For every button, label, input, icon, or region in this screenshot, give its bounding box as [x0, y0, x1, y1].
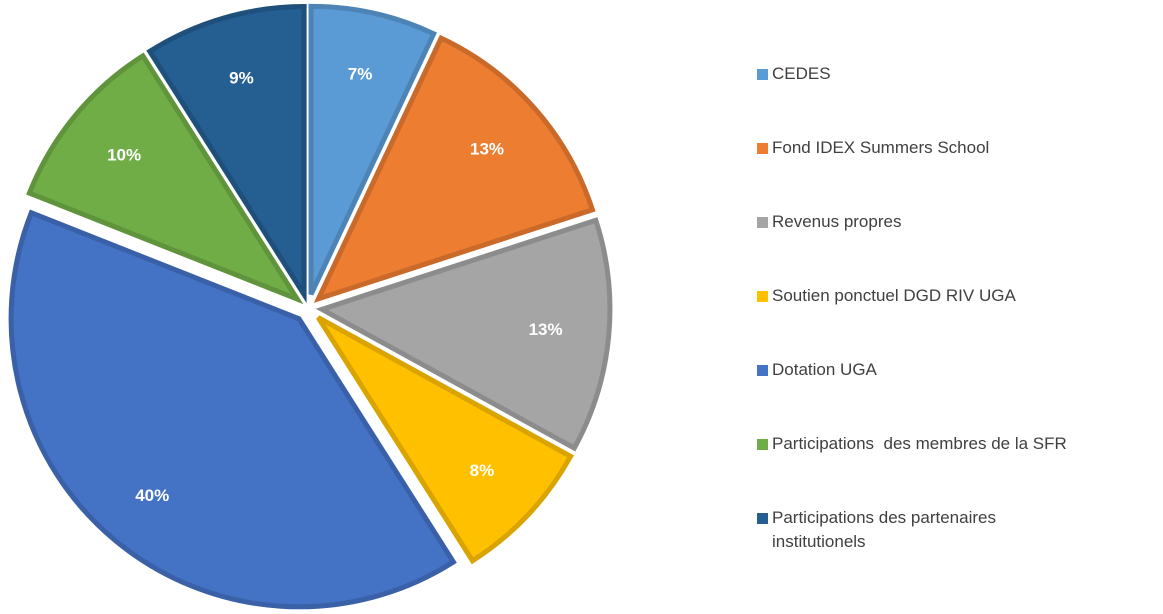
chart: 7% 13% 13% 8% 40% 10% 9%	[8, 3, 613, 610]
legend-item: Participations des membres de la SFR	[757, 432, 1087, 506]
pie-slice	[26, 52, 304, 305]
legend-item: Participations des partenaires instituti…	[757, 506, 1087, 580]
data-label: 8%	[470, 461, 495, 480]
legend-item: Dotation UGA	[757, 358, 1087, 432]
pie-slice	[308, 3, 438, 296]
data-label: 10%	[107, 145, 141, 164]
legend-swatch	[757, 143, 768, 154]
data-label: 9%	[229, 68, 254, 87]
data-label: 13%	[529, 320, 563, 339]
legend-item: CEDES	[757, 62, 1087, 136]
legend-swatch	[757, 365, 768, 376]
pie-slice	[313, 34, 596, 303]
legend-swatch	[757, 439, 768, 450]
data-label: 40%	[135, 486, 169, 505]
data-label: 7%	[348, 65, 373, 84]
legend-label: Fond IDEX Summers School	[772, 138, 990, 157]
legend-item: Revenus propres	[757, 210, 1087, 284]
legend-swatch	[757, 513, 768, 524]
legend-label: Participations des membres de la SFR	[772, 434, 1067, 453]
legend-label: Revenus propres	[772, 212, 902, 231]
pie-slice	[8, 209, 457, 610]
legend-swatch	[757, 69, 768, 80]
pie-slice	[316, 315, 574, 565]
legend-label: Dotation UGA	[772, 360, 877, 379]
legend-label: Participations des partenaires instituti…	[772, 508, 1001, 551]
legend-label: CEDES	[772, 64, 831, 83]
legend-label: Soutien ponctuel DGD RIV UGA	[772, 286, 1016, 305]
legend-swatch	[757, 217, 768, 228]
legend: CEDES Fond IDEX Summers School Revenus pro…	[757, 62, 1087, 580]
pie-slice	[315, 217, 613, 452]
pie-slice	[146, 4, 307, 304]
legend-swatch	[757, 291, 768, 302]
legend-item: Soutien ponctuel DGD RIV UGA	[757, 284, 1087, 358]
legend-item: Fond IDEX Summers School	[757, 136, 1087, 210]
data-label: 13%	[470, 140, 504, 159]
